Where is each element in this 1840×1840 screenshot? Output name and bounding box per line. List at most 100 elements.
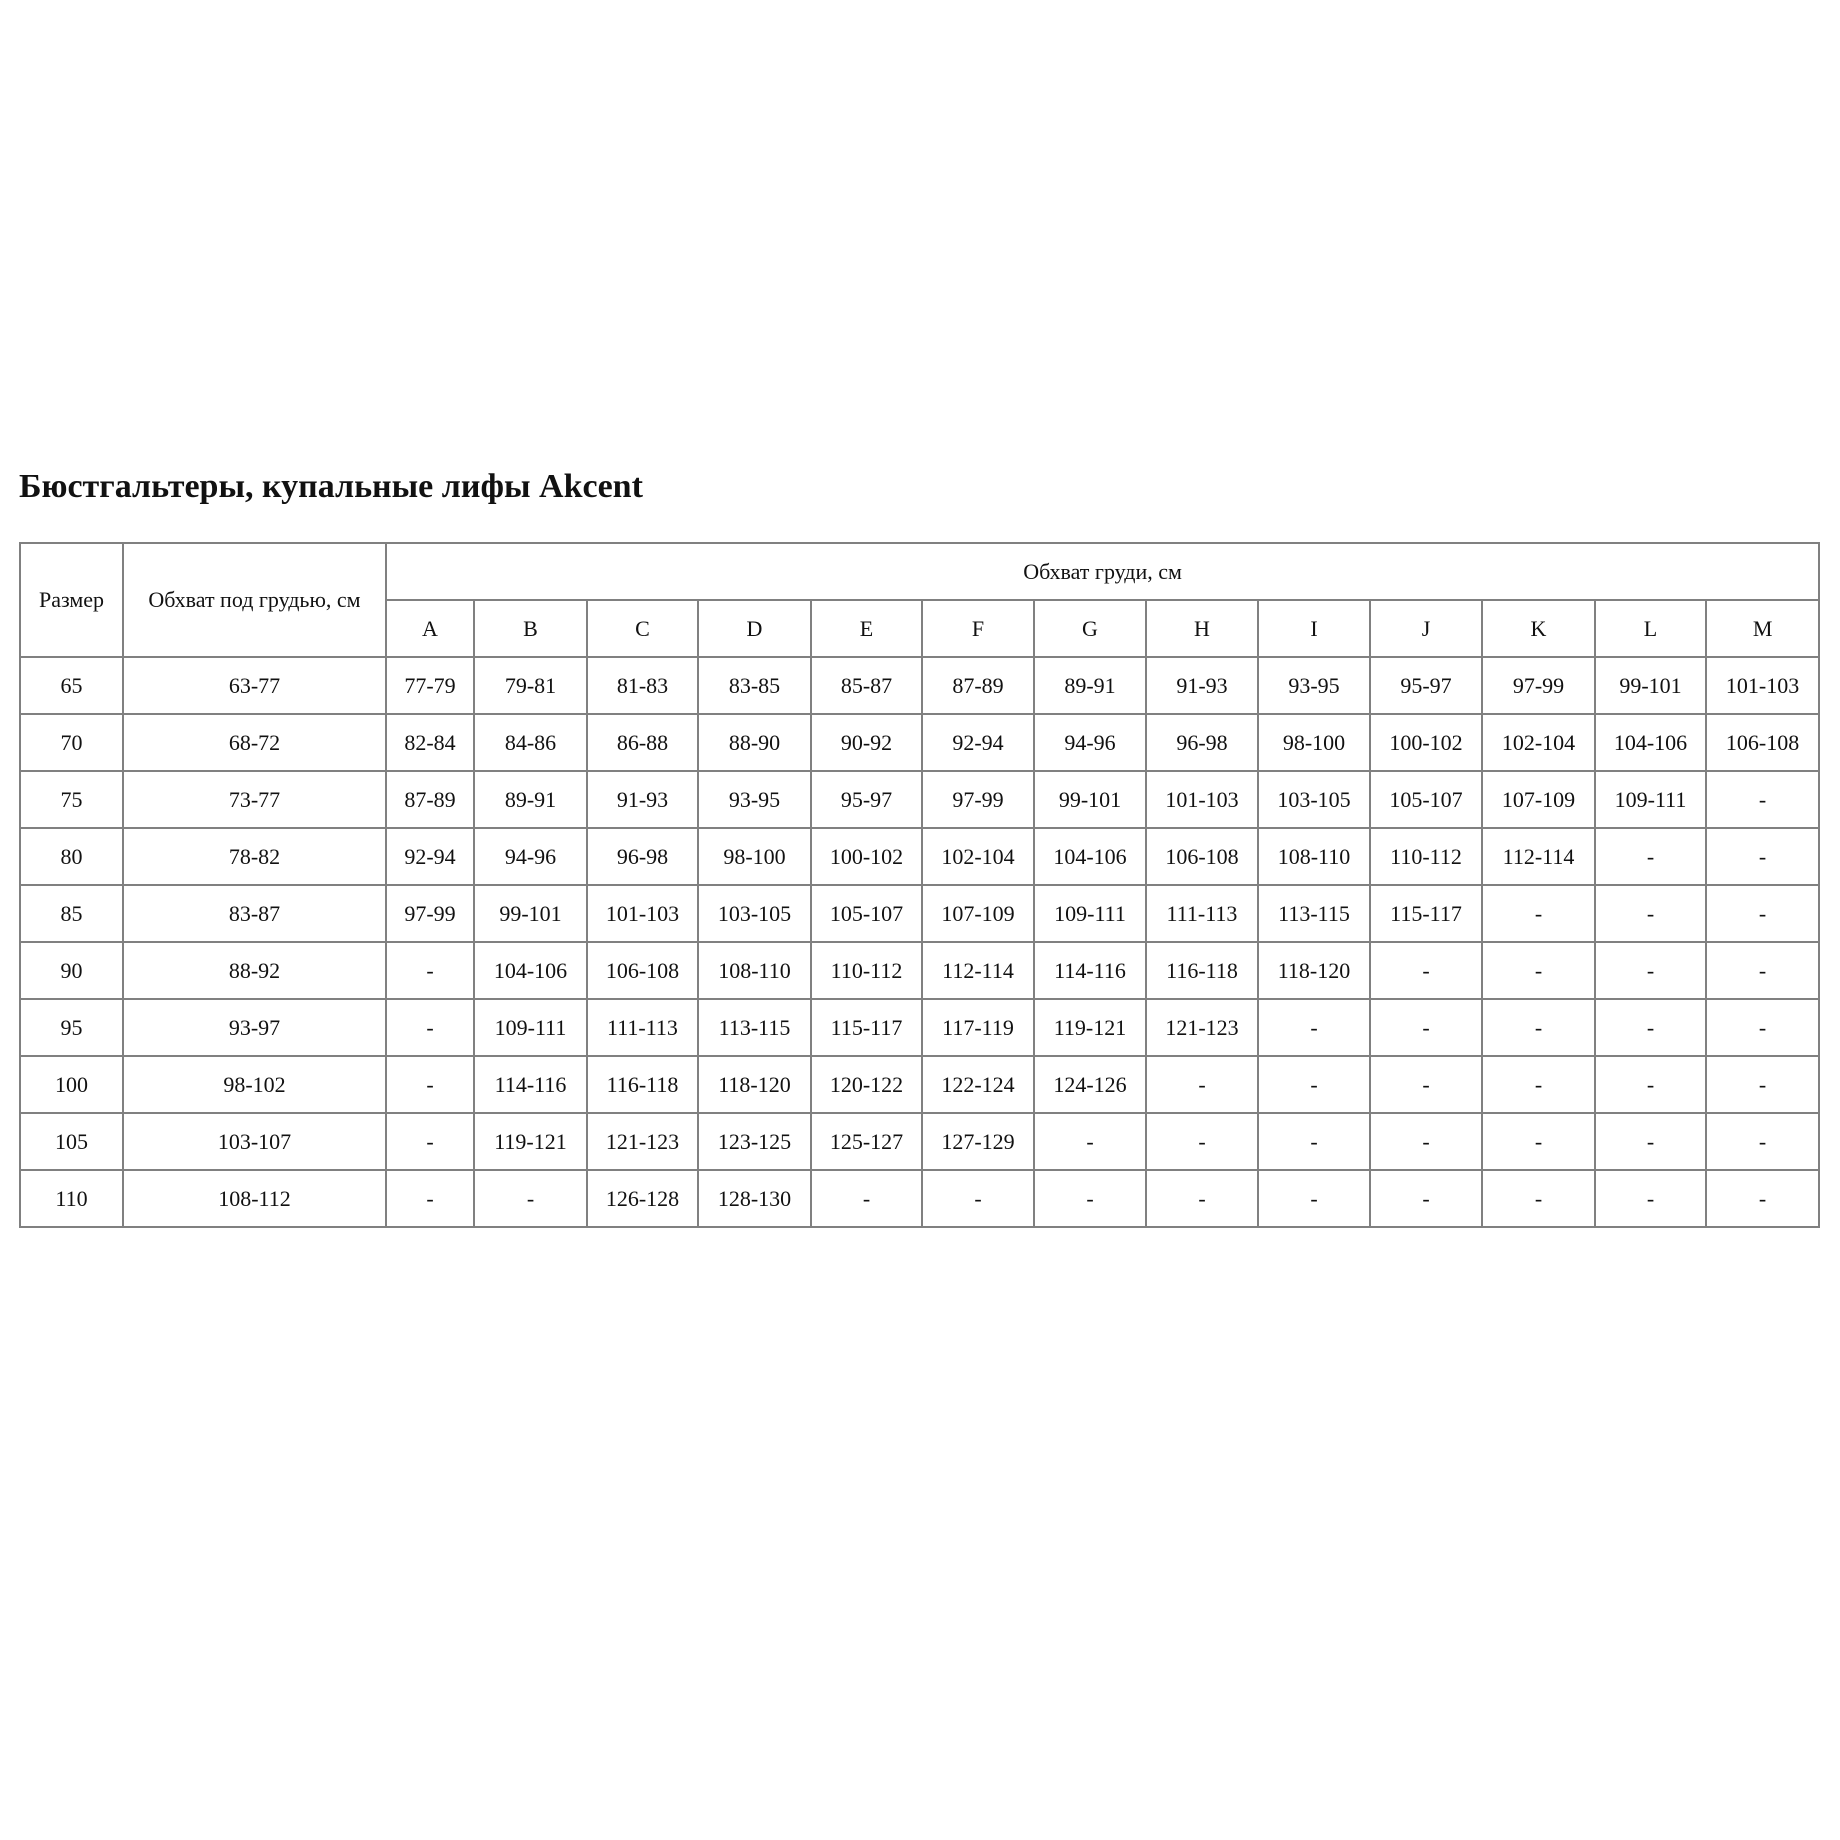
bust-cell-e: 110-112	[810, 941, 923, 1000]
bust-cell-g: 124-126	[1033, 1055, 1147, 1114]
bust-cell-h: -	[1145, 1055, 1259, 1114]
bust-cell-i: -	[1257, 998, 1371, 1057]
bust-cell-a: 92-94	[385, 827, 475, 886]
bust-cell-f: 117-119	[921, 998, 1035, 1057]
bust-cell-g: -	[1033, 1112, 1147, 1171]
bust-cell-c: 101-103	[586, 884, 699, 943]
bust-cell-j: 105-107	[1369, 770, 1483, 829]
bust-cell-i: -	[1257, 1112, 1371, 1171]
table-row: 110 108-112- -126-128 128-130- - - - - - - - -	[19, 1169, 1821, 1228]
bust-cell-m: 106-108	[1704, 713, 1821, 772]
bust-cell-m: -	[1704, 1055, 1821, 1114]
bust-cell-i: 113-115	[1257, 884, 1371, 943]
bust-cell-f: 122-124	[921, 1055, 1035, 1114]
size-cell: 110	[19, 1169, 124, 1228]
bust-cell-h: -	[1145, 1169, 1259, 1228]
bust-cell-b: 109-111	[473, 998, 588, 1057]
table-row: 105 103-107-119-121 121-123 123-125 125-127 1…	[19, 1112, 1821, 1171]
underbust-cell: 93-97	[122, 998, 387, 1057]
bust-cell-d: 123-125	[697, 1112, 812, 1171]
bust-cell-f: 92-94	[921, 713, 1035, 772]
bust-cell-l: 109-111	[1594, 770, 1707, 829]
size-cell: 90	[19, 941, 124, 1000]
bust-cell-l: -	[1594, 1055, 1707, 1114]
bust-cell-h: 116-118	[1145, 941, 1259, 1000]
bust-cell-f: 102-104	[921, 827, 1035, 886]
bust-cell-k: -	[1481, 941, 1596, 1000]
bust-cell-c: 106-108	[586, 941, 699, 1000]
bust-cell-l: -	[1594, 941, 1707, 1000]
bust-cell-m: -	[1704, 1112, 1821, 1171]
bust-cell-m: -	[1704, 1169, 1821, 1228]
cup-header-i: I	[1257, 599, 1371, 658]
bust-cell-f: -	[921, 1169, 1035, 1228]
bust-cell-i: 118-120	[1257, 941, 1371, 1000]
bust-cell-m: -	[1704, 770, 1821, 829]
bust-cell-e: 100-102	[810, 827, 923, 886]
underbust-cell: 108-112	[122, 1169, 387, 1228]
underbust-cell: 98-102	[122, 1055, 387, 1114]
bust-cell-b: 79-81	[473, 656, 588, 715]
bust-cell-k: -	[1481, 998, 1596, 1057]
bust-cell-d: 108-110	[697, 941, 812, 1000]
bust-cell-a: 82-84	[385, 713, 475, 772]
bust-cell-e: 105-107	[810, 884, 923, 943]
page-title: Бюстгальтеры, купальные лифы Akcent	[19, 468, 643, 505]
bust-cell-f: 127-129	[921, 1112, 1035, 1171]
bust-cell-l: 99-101	[1594, 656, 1707, 715]
bust-cell-g: 104-106	[1033, 827, 1147, 886]
bust-cell-m: -	[1704, 827, 1821, 886]
bust-cell-c: 111-113	[586, 998, 699, 1057]
bust-cell-d: 93-95	[697, 770, 812, 829]
bust-cell-i: -	[1257, 1169, 1371, 1228]
bust-cell-d: 128-130	[697, 1169, 812, 1228]
bust-cell-j: -	[1369, 1112, 1483, 1171]
bust-cell-i: -	[1257, 1055, 1371, 1114]
bust-cell-k: 112-114	[1481, 827, 1596, 886]
bust-cell-k: -	[1481, 1112, 1596, 1171]
bust-cell-d: 88-90	[697, 713, 812, 772]
table-row: 70 68-72 82-84 84-86 86-88 88-90 90-92 92-94 94-…	[19, 713, 1821, 772]
underbust-cell: 68-72	[122, 713, 387, 772]
bust-cell-k: 102-104	[1481, 713, 1596, 772]
underbust-cell: 83-87	[122, 884, 387, 943]
bust-cell-j: 100-102	[1369, 713, 1483, 772]
cup-header-e: E	[810, 599, 923, 658]
bust-cell-d: 113-115	[697, 998, 812, 1057]
bust-cell-i: 98-100	[1257, 713, 1371, 772]
bust-cell-m: 101-103	[1704, 656, 1821, 715]
bust-cell-k: 97-99	[1481, 656, 1596, 715]
bust-cell-c: 81-83	[586, 656, 699, 715]
bust-cell-e: 85-87	[810, 656, 923, 715]
bust-cell-c: 91-93	[586, 770, 699, 829]
underbust-cell: 73-77	[122, 770, 387, 829]
bust-cell-c: 121-123	[586, 1112, 699, 1171]
bust-cell-e: -	[810, 1169, 923, 1228]
bust-cell-b: 104-106	[473, 941, 588, 1000]
bust-cell-l: -	[1594, 998, 1707, 1057]
bust-cell-d: 118-120	[697, 1055, 812, 1114]
size-table: Размер Обхват под грудью, см Обхват груд…	[19, 542, 1821, 1228]
bust-cell-a: -	[385, 941, 475, 1000]
bust-cell-a: -	[385, 1112, 475, 1171]
bust-cell-l: -	[1594, 884, 1707, 943]
bust-cell-g: 114-116	[1033, 941, 1147, 1000]
header-row: Размер Обхват под грудью, см Обхват груд…	[19, 542, 1821, 658]
bust-cell-g: 119-121	[1033, 998, 1147, 1057]
bust-cell-a: 87-89	[385, 770, 475, 829]
size-cell: 65	[19, 656, 124, 715]
cup-header-g: G	[1033, 599, 1147, 658]
bust-cell-f: 107-109	[921, 884, 1035, 943]
cup-header-m: M	[1704, 599, 1821, 658]
cup-header-c: C	[586, 599, 699, 658]
bust-cell-g: 94-96	[1033, 713, 1147, 772]
cup-header-a: A	[385, 599, 475, 658]
table-row: 75 73-77 87-89 89-91 91-93 93-95 95-97 97-99 99-…	[19, 770, 1821, 829]
bust-cell-c: 126-128	[586, 1169, 699, 1228]
underbust-cell: 63-77	[122, 656, 387, 715]
bust-cell-j: 95-97	[1369, 656, 1483, 715]
underbust-cell: 103-107	[122, 1112, 387, 1171]
bust-cell-j: 110-112	[1369, 827, 1483, 886]
bust-cell-k: 107-109	[1481, 770, 1596, 829]
